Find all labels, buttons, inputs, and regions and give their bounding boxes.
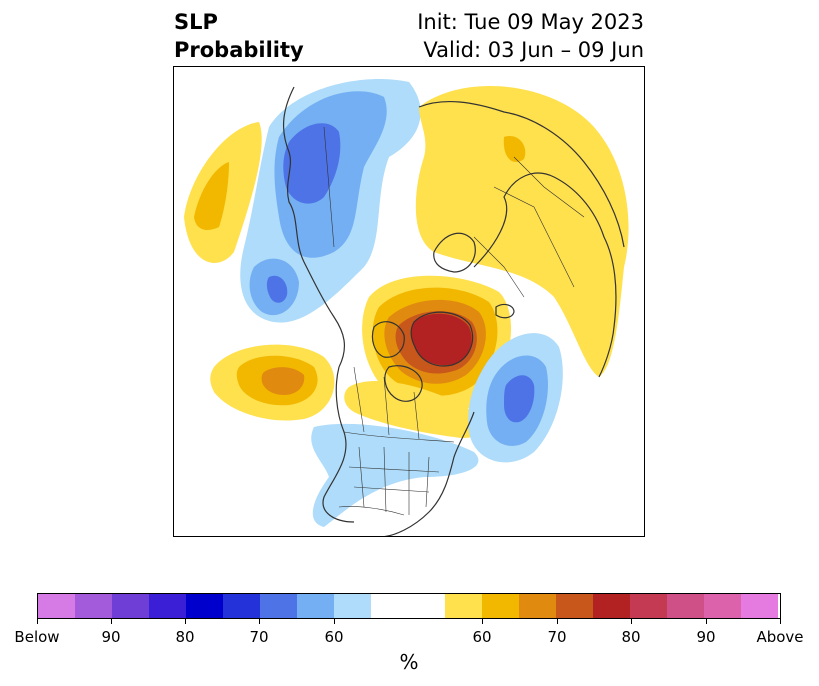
anomaly-above-eurasia: [415, 85, 629, 377]
coastline-europe: [473, 172, 617, 378]
valid-range: Valid: 03 Jun – 09 Jun: [423, 38, 644, 62]
colorbar-tick-label: 80: [621, 628, 641, 646]
coastlines: [283, 86, 625, 536]
map-svg: [184, 79, 629, 536]
colorbar-tick-mark: [706, 619, 707, 624]
colorbar-tick-mark: [185, 619, 186, 624]
title-variable: SLP: [174, 10, 218, 34]
coastline-iceland: [495, 303, 515, 319]
borders-us-states: [348, 446, 440, 515]
colorbar-segment: [297, 594, 334, 618]
border-us-canada: [343, 431, 455, 443]
border-us-mexico: [338, 506, 405, 516]
anomaly-above-pacific-west-core: [194, 162, 229, 230]
colorbar-segment: [223, 594, 260, 618]
colorbar-segment: [38, 594, 75, 618]
anomaly-below-us: [311, 423, 479, 527]
colorbar-unit: %: [399, 650, 419, 674]
colorbar-segment: [556, 594, 593, 618]
anomaly-below-atlantic-70: [504, 375, 535, 423]
coastline-hudson-bay: [384, 365, 423, 402]
colorbar-tick-label: 90: [696, 628, 716, 646]
anomaly-above-canada: [344, 381, 484, 438]
colorbar-segment: [593, 594, 630, 618]
coastline-north-america-east: [384, 411, 475, 536]
colorbar-segment: [704, 594, 741, 618]
probability-shading: [184, 79, 629, 527]
colorbar-segment: [630, 594, 667, 618]
colorbar-tick-label: 60: [324, 628, 344, 646]
anomaly-below-bc-core: [266, 275, 288, 303]
colorbar-segment: [741, 594, 778, 618]
colorbar-segment: [112, 594, 149, 618]
colorbar: [37, 593, 781, 619]
colorbar-tick-label: Above: [756, 628, 804, 646]
probability-map: [173, 66, 645, 537]
colorbar-tick-mark: [780, 619, 781, 624]
colorbar-segment: [75, 594, 112, 618]
colorbar-tick-mark: [557, 619, 558, 624]
colorbar-segment: [149, 594, 186, 618]
colorbar-tick-mark: [37, 619, 38, 624]
anomaly-above-greenland-90: [410, 313, 472, 366]
colorbar-segment: [334, 594, 371, 618]
colorbar-tick-label: 60: [472, 628, 492, 646]
coastline-north-america-west: [322, 366, 355, 523]
colorbar-tick-label: 90: [101, 628, 121, 646]
map-title: SLP Probability: [174, 8, 304, 64]
coastline-alaska: [283, 86, 346, 368]
border-alaska-canada: [323, 126, 335, 248]
borders-canada-provinces: [353, 366, 420, 440]
colorbar-segment: [482, 594, 519, 618]
anomaly-above-pacific-east-70: [261, 367, 305, 395]
map-subtitle: Init: Tue 09 May 2023 Valid: 03 Jun – 09…: [417, 8, 644, 64]
colorbar-segment: [519, 594, 556, 618]
colorbar-tick-label: 70: [547, 628, 567, 646]
colorbar-tick-mark: [482, 619, 483, 624]
coastline-asia: [418, 100, 625, 248]
colorbar-segment: [186, 594, 223, 618]
borders: [323, 126, 585, 516]
init-date: Init: Tue 09 May 2023: [417, 10, 644, 34]
colorbar-segment: [667, 594, 704, 618]
borders-europe-asia: [473, 156, 585, 298]
colorbar-segment: [445, 594, 482, 618]
coastline-arctic-islands: [371, 321, 405, 358]
colorbar-tick-mark: [334, 619, 335, 624]
colorbar-tick-label: 80: [175, 628, 195, 646]
colorbar-tick-mark: [111, 619, 112, 624]
colorbar-tick-label: 70: [249, 628, 269, 646]
anomaly-below-alaska-70: [283, 123, 341, 204]
colorbar-tick-mark: [631, 619, 632, 624]
colorbar-tick-mark: [259, 619, 260, 624]
coastline-scandinavia: [433, 232, 476, 273]
coastline-greenland: [410, 311, 474, 367]
title-product: Probability: [174, 38, 304, 62]
anomaly-above-eurasia-60: [503, 136, 526, 163]
colorbar-tick-label: Below: [14, 628, 60, 646]
colorbar-segment: [371, 594, 445, 618]
colorbar-segment: [260, 594, 297, 618]
